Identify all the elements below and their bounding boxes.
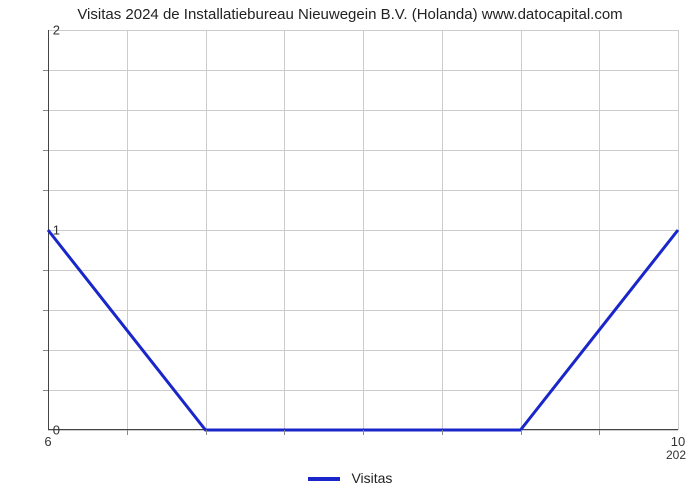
x-minor-tick (599, 430, 600, 435)
chart-title: Visitas 2024 de Installatiebureau Nieuwe… (0, 6, 700, 23)
legend: Visitas (0, 470, 700, 486)
y-minor-tick (43, 390, 48, 391)
grid-line-vertical (678, 30, 679, 430)
y-minor-tick (43, 190, 48, 191)
x-tick-label: 10 (671, 434, 685, 449)
x-minor-tick (127, 430, 128, 435)
y-minor-tick (43, 110, 48, 111)
series-visitas-line (48, 230, 678, 430)
x-minor-tick (442, 430, 443, 435)
chart-container: Visitas 2024 de Installatiebureau Nieuwe… (0, 0, 700, 500)
y-minor-tick (43, 270, 48, 271)
y-minor-tick (43, 70, 48, 71)
y-tick-label: 0 (20, 423, 60, 438)
plot-area (48, 30, 678, 430)
x-tick-label: 6 (44, 434, 51, 449)
y-minor-tick (43, 150, 48, 151)
x-minor-tick (284, 430, 285, 435)
x-minor-tick (363, 430, 364, 435)
x-minor-tick (521, 430, 522, 435)
line-layer (48, 30, 678, 430)
legend-label: Visitas (351, 470, 392, 486)
legend-swatch (308, 477, 340, 481)
x-axis-right-sublabel: 202 (666, 448, 686, 462)
y-tick-label: 1 (20, 223, 60, 238)
y-tick-label: 2 (20, 23, 60, 38)
y-minor-tick (43, 310, 48, 311)
x-minor-tick (206, 430, 207, 435)
y-minor-tick (43, 350, 48, 351)
